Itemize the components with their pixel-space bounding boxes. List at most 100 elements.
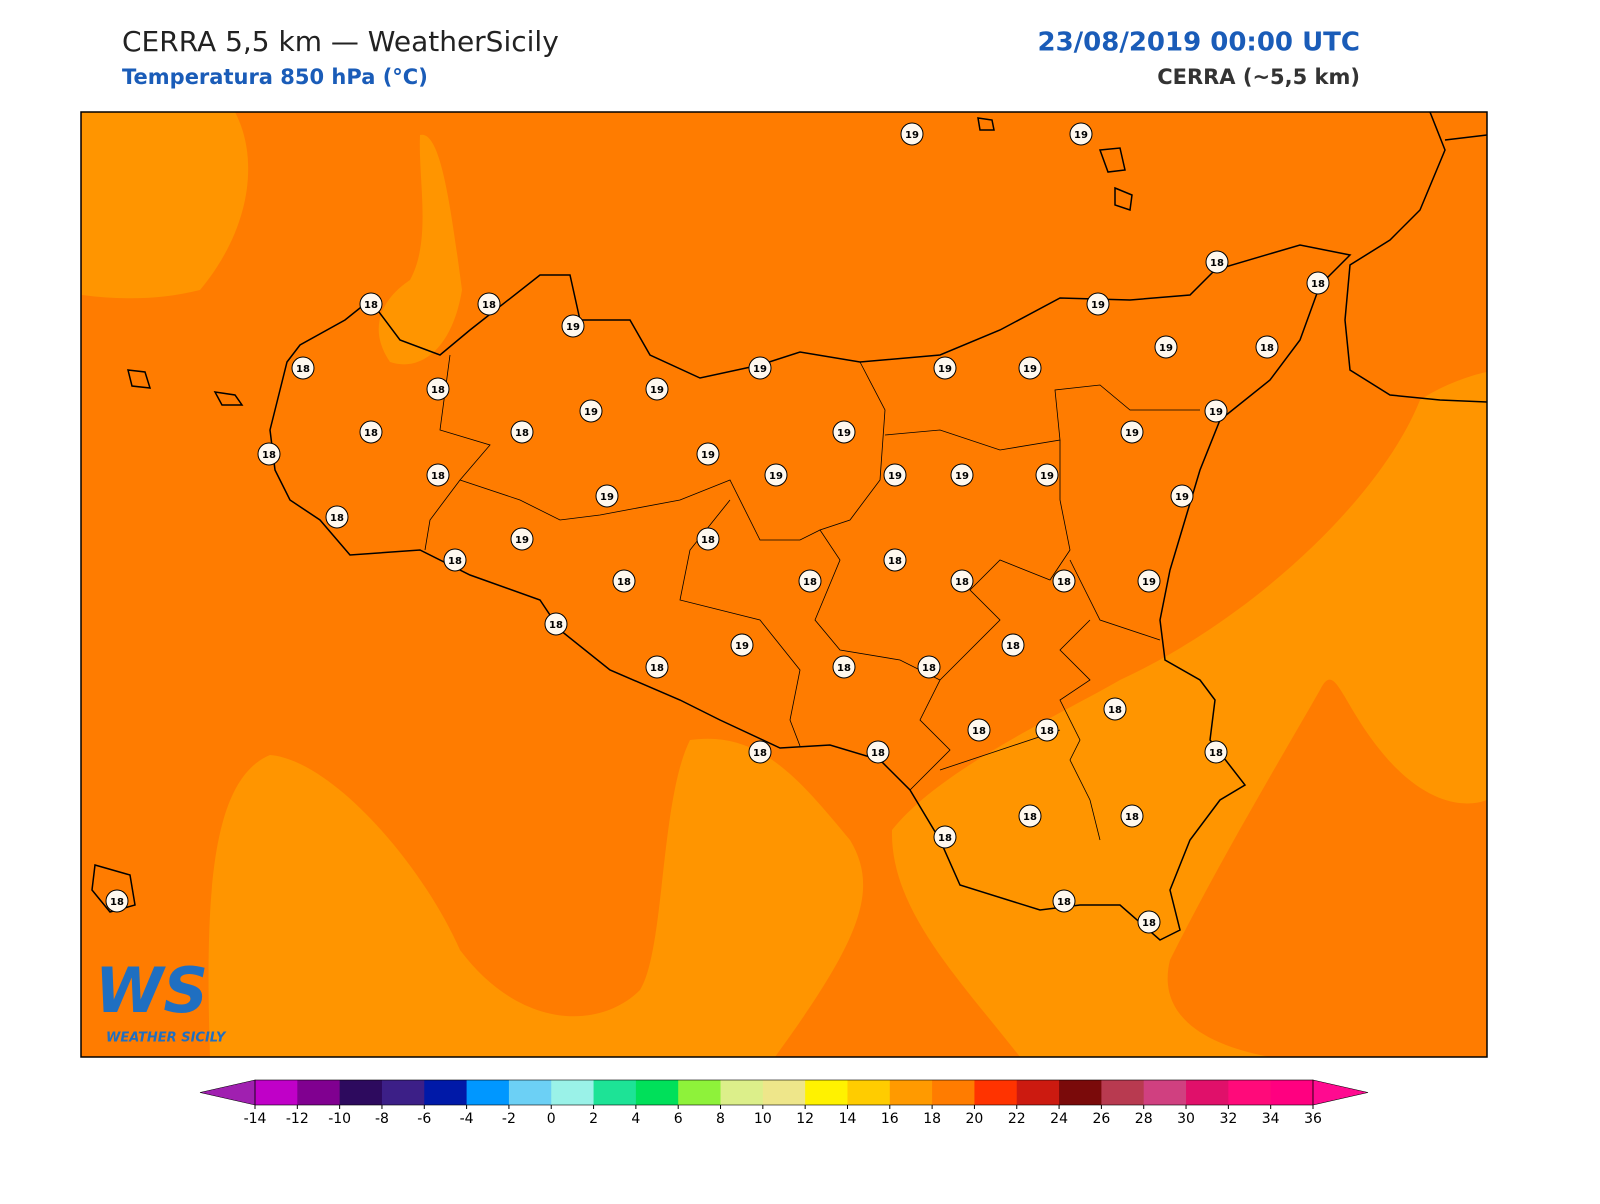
station-marker — [443, 548, 467, 572]
station-marker — [917, 655, 941, 679]
colorbar-box — [551, 1080, 595, 1105]
station-value: 18 — [431, 471, 445, 482]
station-value: 19 — [905, 130, 919, 141]
station-marker — [967, 718, 991, 742]
station-value: 18 — [803, 577, 817, 588]
colorbar-box — [593, 1080, 637, 1105]
station-marker — [832, 655, 856, 679]
colorbar-tick-label: 30 — [1177, 1111, 1195, 1127]
colorbar-box — [255, 1080, 298, 1105]
colorbar-box — [762, 1080, 806, 1105]
station-value: 18 — [549, 620, 563, 631]
colorbar-tick-label: 0 — [547, 1111, 556, 1127]
station-marker — [832, 420, 856, 444]
station-value: 19 — [735, 641, 749, 652]
station-value: 18 — [448, 556, 462, 567]
station-value: 19 — [1209, 407, 1223, 418]
colorbar-tick-label: -4 — [460, 1111, 474, 1127]
colorbar-tick-label: 6 — [674, 1111, 683, 1127]
colorbar-box — [424, 1080, 468, 1105]
colorbar-tick-label: 28 — [1135, 1111, 1153, 1127]
station-marker — [1154, 335, 1178, 359]
station-value: 18 — [955, 577, 969, 588]
station-marker — [1103, 697, 1127, 721]
station-value: 19 — [753, 364, 767, 375]
station-value: 19 — [600, 492, 614, 503]
station-value: 18 — [617, 577, 631, 588]
colorbar-tick-label: -14 — [244, 1111, 267, 1127]
colorbar-tick-label: 14 — [839, 1111, 857, 1127]
station-value: 18 — [972, 726, 986, 737]
station-marker — [1035, 463, 1059, 487]
colorbar-box — [1143, 1080, 1187, 1105]
colorbar-tick-label: -12 — [286, 1111, 309, 1127]
station-value: 18 — [1311, 279, 1325, 290]
colorbar-box — [1059, 1080, 1102, 1105]
colorbar-box — [889, 1080, 933, 1105]
colorbar-tick-label: 2 — [589, 1111, 598, 1127]
station-marker — [645, 655, 669, 679]
station-marker — [1069, 122, 1093, 146]
colorbar-box — [1101, 1080, 1145, 1105]
station-marker — [1052, 889, 1076, 913]
colorbar-tick-label: 36 — [1304, 1111, 1322, 1127]
station-value: 19 — [888, 471, 902, 482]
frame — [80, 111, 1488, 1058]
station-value: 18 — [262, 450, 276, 461]
station-marker — [748, 740, 772, 764]
date: 23/08/2019 00:00 UTC — [1037, 28, 1360, 58]
station-marker — [1306, 271, 1330, 295]
station-value: 19 — [1023, 364, 1037, 375]
station-marker — [579, 399, 603, 423]
station-marker — [1001, 633, 1025, 657]
stations: 19 19 18 18 18 18 19 19 18 18 19 19 19 19 19 18 18 18 19 19… — [105, 122, 1330, 934]
colorbar-box — [847, 1080, 891, 1105]
colorbar: -14 -12 -10 -8 -6 -4 -2 0 2 4 6 8 10 12 14 16 18 20 22 24 26… — [199, 1079, 1369, 1127]
station-marker — [510, 420, 534, 444]
station-marker — [359, 420, 383, 444]
station-value: 18 — [296, 364, 310, 375]
colorbar-box — [1186, 1080, 1229, 1105]
station-value: 19 — [837, 428, 851, 439]
map: 19 19 18 18 18 18 19 19 18 18 19 19 19 19 19 18 18 18 19 19… — [80, 111, 1488, 1058]
station-marker — [933, 356, 957, 380]
station-marker — [544, 612, 568, 636]
province-borders — [424, 354, 1200, 841]
station-value: 18 — [650, 663, 664, 674]
station-marker — [883, 548, 907, 572]
station-marker — [1170, 484, 1194, 508]
colorbar-tick-label: 22 — [1008, 1111, 1026, 1127]
station-marker — [1086, 292, 1110, 316]
colorbar-extend-low — [199, 1079, 256, 1106]
station-value: 18 — [1260, 343, 1274, 354]
colorbar-tick-label: 18 — [923, 1111, 941, 1127]
station-marker — [1035, 718, 1059, 742]
station-value: 18 — [431, 385, 445, 396]
contours — [82, 112, 1487, 1057]
station-marker — [883, 463, 907, 487]
colorbar-box — [339, 1080, 383, 1105]
station-value: 19 — [650, 385, 664, 396]
station-marker — [696, 442, 720, 466]
station-value: 18 — [1006, 641, 1020, 652]
colorbar-tick-label: 16 — [881, 1111, 899, 1127]
station-marker — [426, 463, 450, 487]
station-marker — [645, 377, 669, 401]
station-value: 19 — [1091, 300, 1105, 311]
station-marker — [1137, 910, 1161, 934]
station-value: 19 — [1074, 130, 1088, 141]
station-marker — [1120, 804, 1144, 828]
station-marker — [1204, 740, 1228, 764]
station-marker — [730, 633, 754, 657]
station-marker — [291, 356, 315, 380]
colorbar-box — [1270, 1080, 1314, 1105]
colorbar-tick-label: -10 — [328, 1111, 351, 1127]
station-value: 18 — [1209, 748, 1223, 759]
colorbar-box — [678, 1080, 722, 1105]
station-marker — [426, 377, 450, 401]
title: CERRA 5,5 km — WeatherSicily — [122, 25, 559, 58]
colorbar-extend-high — [1312, 1079, 1369, 1106]
station-value: 19 — [1175, 492, 1189, 503]
logo-mark: WS — [95, 954, 208, 1027]
station-marker — [510, 527, 534, 551]
